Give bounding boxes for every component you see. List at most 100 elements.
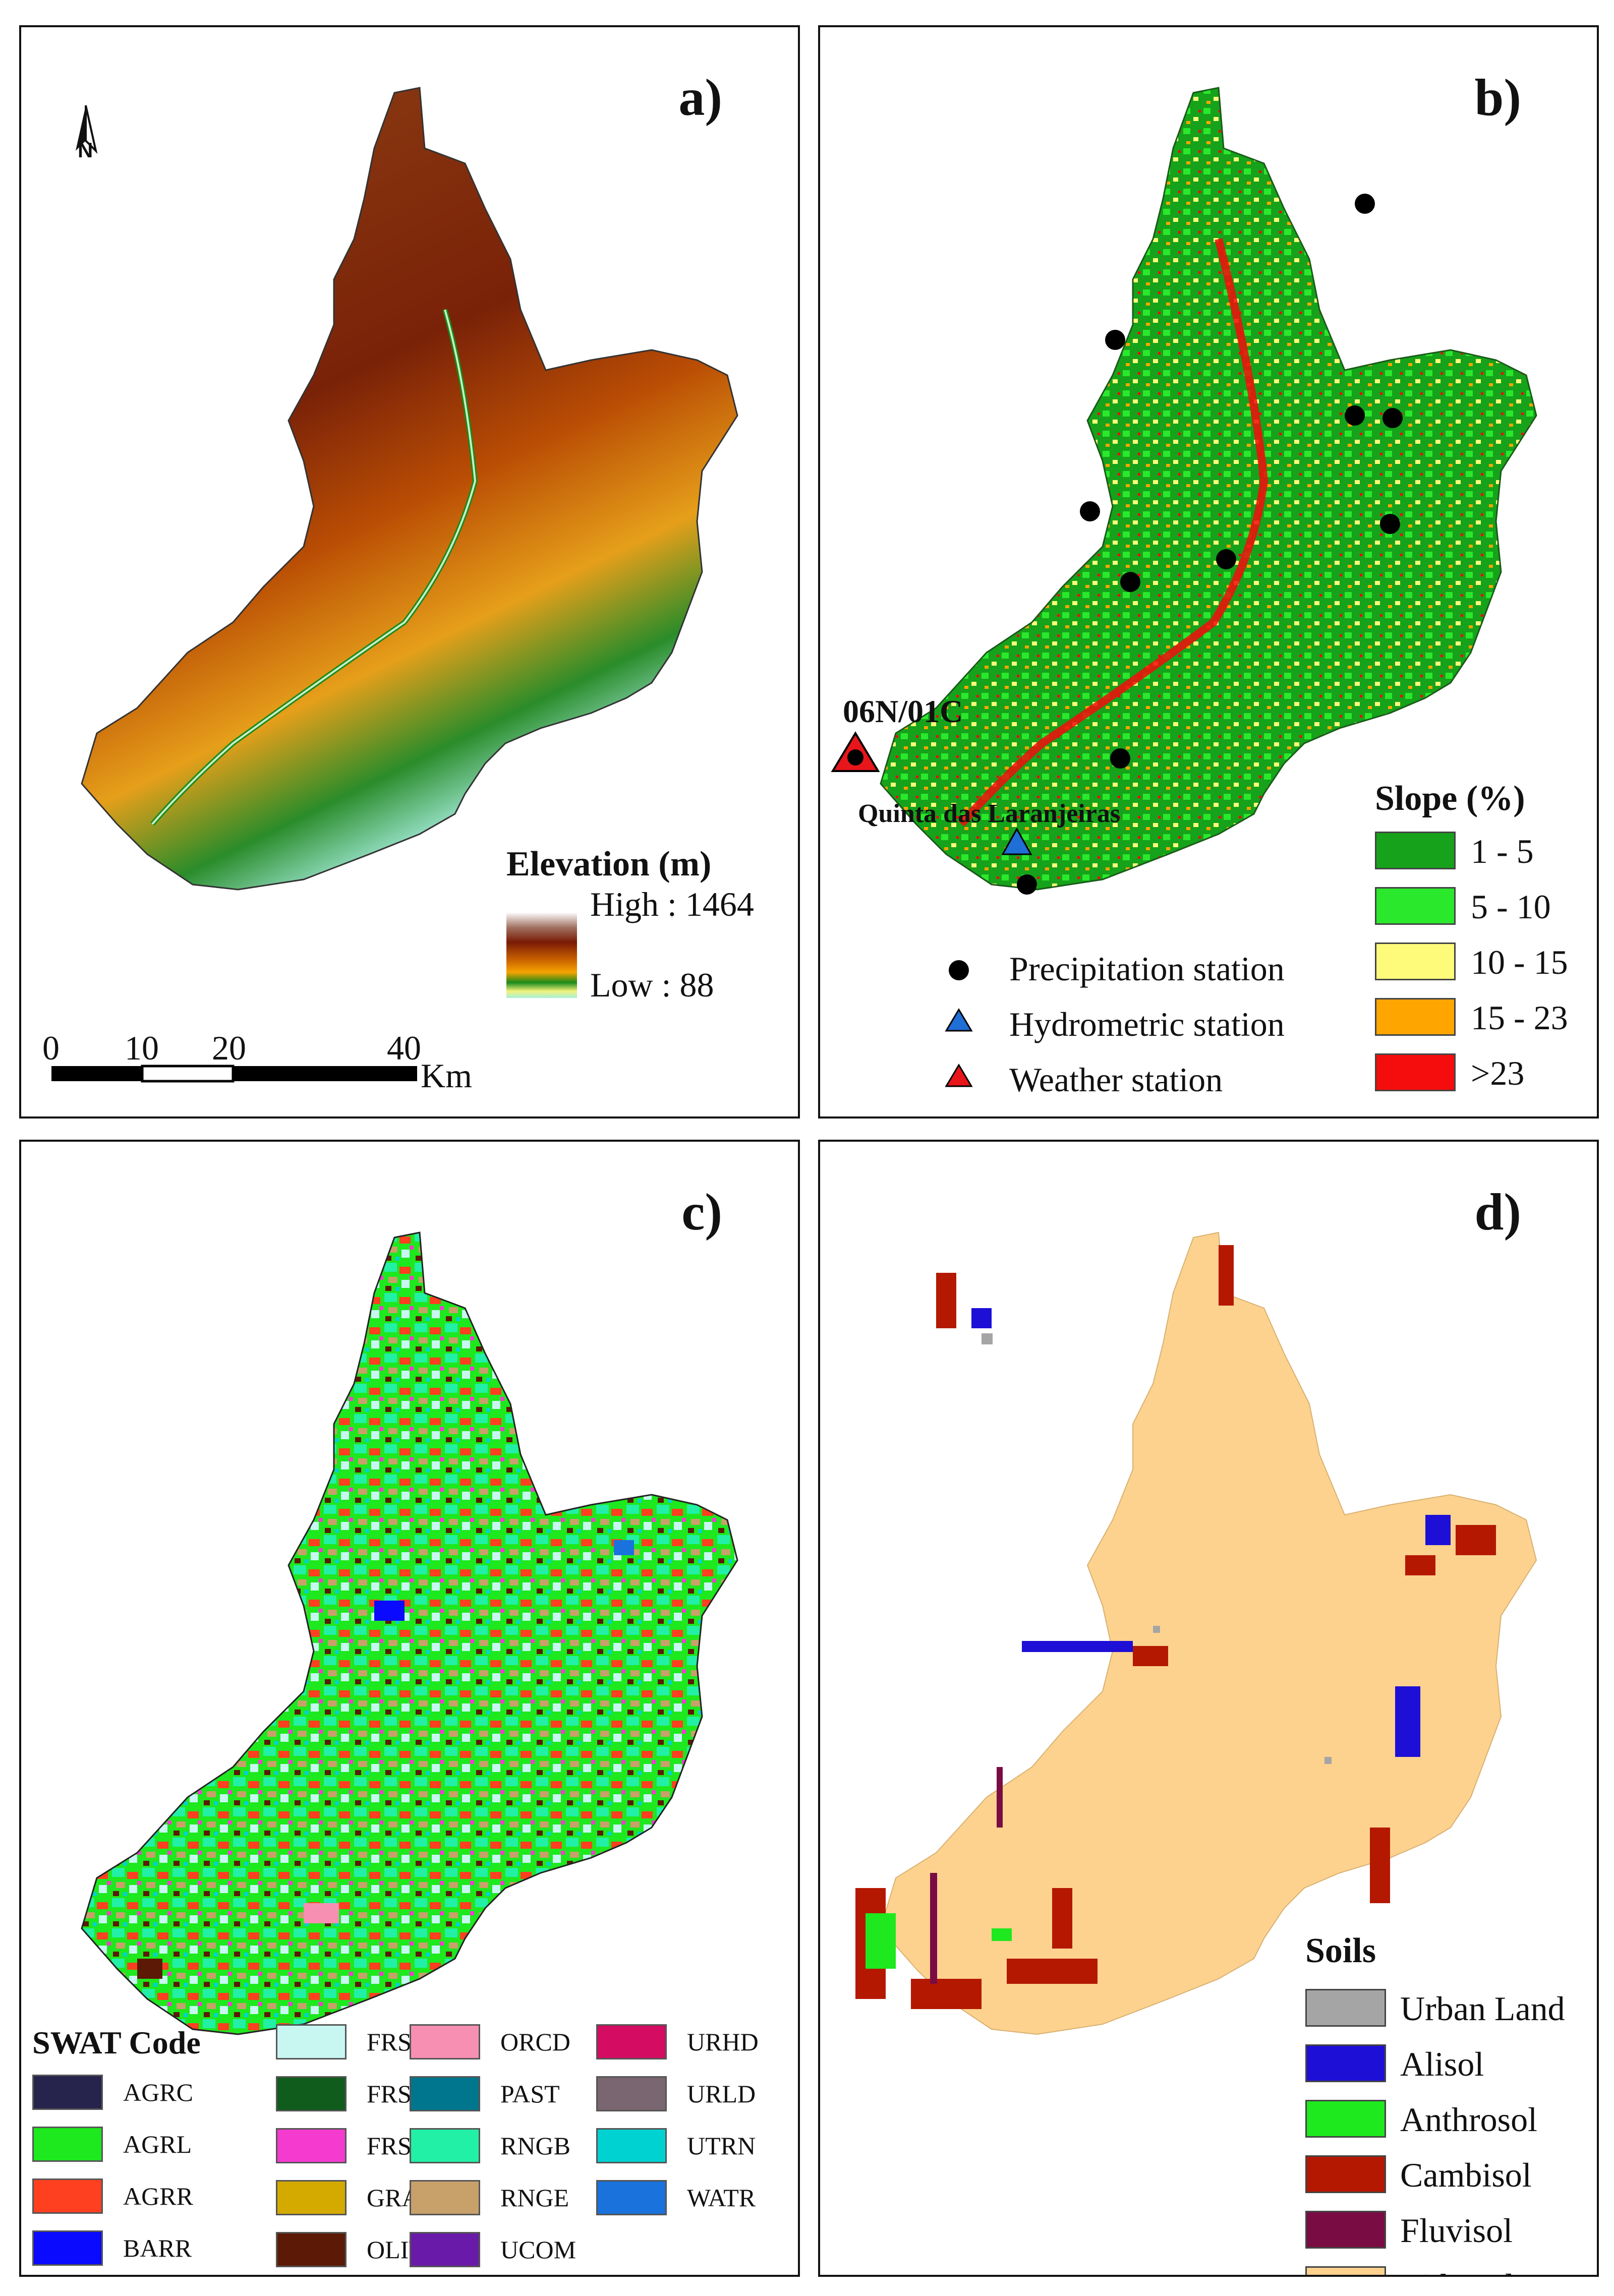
precipitation-station-icon: [1105, 330, 1125, 350]
swat-swatch: [410, 2076, 480, 2111]
swat-swatch: [410, 2180, 480, 2215]
panel-landuse-map: c) SWAT Code AGRC AGRL AGRR BARR FRSD FRSE FRS…: [19, 1140, 800, 2277]
slope-swatch-23: [1375, 1053, 1456, 1091]
soil-label: Urban Land: [1400, 1989, 1565, 2028]
precipitation-station-icon: [1017, 874, 1037, 895]
precipitation-stations: [1017, 194, 1403, 895]
urban-patches: [982, 1333, 1332, 1764]
slope-swatch-1-5: [1375, 832, 1456, 869]
slope-label: 15 - 23: [1471, 998, 1568, 1037]
panel-label: c): [681, 1183, 722, 1241]
swat-swatch: [276, 2128, 347, 2163]
weather-station-icon: [831, 731, 880, 772]
swat-code-label: URHD: [687, 2028, 759, 2056]
elevation-legend-title: Elevation (m): [506, 845, 712, 884]
soil-legend-title: Soils: [1305, 1931, 1376, 1970]
main-river-highlight: [151, 309, 477, 825]
cambisol-patches: [855, 1245, 1496, 2009]
swat-code-label: RNGB: [500, 2132, 570, 2160]
swat-swatch: [276, 2232, 347, 2267]
orchard-patch: [304, 1903, 339, 1923]
swat-swatch: [596, 2024, 667, 2059]
olive-patch: [137, 1959, 162, 1979]
swat-code-label: WATR: [687, 2184, 756, 2212]
slope-label: 1 - 5: [1471, 832, 1534, 870]
soil-label: Alisol: [1400, 2045, 1484, 2083]
swat-code-label: UTRN: [687, 2132, 756, 2160]
weather-legend-label: Weather station: [1009, 1061, 1223, 1099]
slope-swatch-15-23: [1375, 998, 1456, 1036]
scale-unit: Km: [421, 1056, 472, 1095]
soil-label: Cambisol: [1400, 2156, 1532, 2194]
scale-tick: 10: [125, 1029, 159, 1067]
steep-valley: [958, 238, 1269, 827]
precipitation-station-icon: [1355, 194, 1375, 214]
soil-swatch: [1305, 2044, 1386, 2082]
slope-label: 10 - 15: [1471, 943, 1568, 981]
scale-tick: 0: [42, 1029, 60, 1067]
panel-label: a): [678, 69, 722, 127]
soil-label: Anthrosol: [1400, 2100, 1537, 2139]
soil-label: Fluvisol: [1400, 2211, 1513, 2250]
hydrometric-station-label: Quinta das Laranjeiras: [858, 799, 1121, 828]
precipitation-station-icon: [1380, 514, 1400, 534]
soil-swatch: [1305, 1989, 1386, 2027]
basin-lithosol: [880, 1232, 1537, 2035]
swat-code-label: ORCD: [500, 2028, 570, 2056]
anthrosol-patch: [866, 1913, 896, 1969]
soil-swatch: [1305, 2155, 1386, 2193]
hydrometric-legend-icon: [945, 1008, 973, 1032]
basin-landuse: [81, 1231, 738, 2035]
fluvisol-patch: [930, 1873, 937, 1984]
swat-swatch: [410, 2128, 480, 2163]
swat-swatch: [32, 2230, 103, 2266]
panel-soil-map: d) Soils Urban Land Alisol Anthrosol Cambis…: [818, 1140, 1599, 2277]
panel-label: d): [1474, 1183, 1521, 1241]
basin-slope: [880, 87, 1537, 891]
swat-swatch: [410, 2024, 480, 2059]
swat-code-label: AGRL: [123, 2130, 192, 2158]
slope-swatch-5-10: [1375, 887, 1456, 925]
fluvisol-patch: [997, 1767, 1003, 1828]
water-patch: [614, 1540, 634, 1555]
hydrometric-station-icon: [1001, 827, 1032, 855]
slope-map: [831, 87, 1537, 1087]
elevation-map: [51, 87, 738, 1083]
soil-map: [855, 1232, 1537, 2035]
hydrometric-legend-label: Hydrometric station: [1009, 1005, 1285, 1043]
elevation-low-label: Low : 88: [590, 966, 714, 1004]
precipitation-station-icon: [1120, 572, 1140, 592]
weather-station-label: 06N/01C: [843, 693, 963, 729]
swat-code-label: RNGE: [500, 2184, 569, 2212]
elevation-ramp: [506, 912, 577, 998]
swat-swatch: [32, 2075, 103, 2110]
scale-tick: 20: [212, 1029, 246, 1067]
anthrosol-patch: [992, 1928, 1012, 1941]
soil-swatch: [1305, 2100, 1386, 2138]
swat-swatch: [32, 2179, 103, 2214]
swat-code-label: AGRC: [123, 2078, 193, 2106]
swat-swatch: [276, 2076, 347, 2111]
swat-code-label: URLD: [687, 2080, 756, 2108]
swat-legend-title: SWAT Code: [32, 2025, 201, 2060]
slope-legend-title: Slope (%): [1375, 779, 1525, 818]
precipitation-station-icon: [1216, 549, 1236, 569]
panel-slope-map: b) 06N/01C Quinta das Laranjeiras Precip…: [818, 25, 1599, 1118]
soil-swatch: [1305, 2211, 1386, 2249]
panel-elevation-map: a) N Elevation (m) High : 1464 Low : 88 …: [19, 25, 800, 1118]
precipitation-station-icon: [1080, 501, 1100, 521]
swat-swatch: [596, 2180, 667, 2215]
swat-swatch: [276, 2180, 347, 2215]
precipitation-station-icon: [1382, 408, 1403, 428]
soil-swatch: [1305, 2266, 1386, 2275]
basin-elevation: [81, 87, 738, 891]
swat-swatch: [32, 2127, 103, 2162]
slope-label: 5 - 10: [1471, 888, 1551, 926]
weather-legend-icon: [945, 1064, 973, 1087]
swat-swatch: [276, 2024, 347, 2059]
swat-swatch: [596, 2128, 667, 2163]
swat-swatch: [596, 2076, 667, 2111]
north-label: N: [78, 138, 93, 162]
alisol-patches: [971, 1308, 1451, 1757]
precipitation-legend-icon: [949, 960, 969, 980]
